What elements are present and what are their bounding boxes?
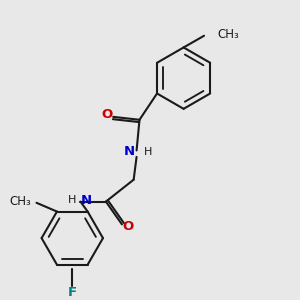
Text: H: H	[143, 147, 152, 157]
Text: N: N	[124, 146, 135, 158]
Text: O: O	[101, 108, 112, 121]
Text: F: F	[68, 286, 77, 299]
Text: CH₃: CH₃	[217, 28, 239, 41]
Text: N: N	[81, 194, 92, 207]
Text: CH₃: CH₃	[10, 195, 31, 208]
Text: H: H	[68, 195, 76, 205]
Text: O: O	[123, 220, 134, 233]
